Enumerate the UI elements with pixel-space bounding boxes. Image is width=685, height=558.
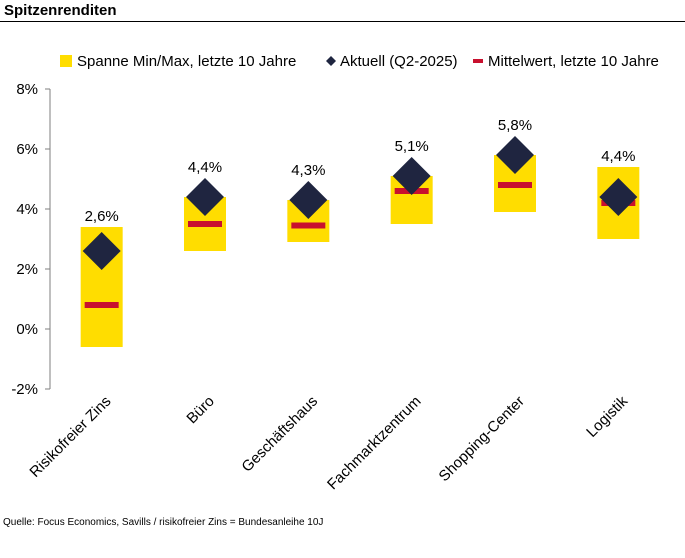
x-tick-label: Büro xyxy=(183,393,217,427)
y-tick-label: -2% xyxy=(11,381,38,398)
legend-current-label: Aktuell (Q2-2025) xyxy=(340,53,458,70)
y-tick-label: 0% xyxy=(16,321,38,338)
y-tick-label: 4% xyxy=(16,201,38,218)
legend-current-marker xyxy=(326,56,336,66)
current-marker xyxy=(186,178,224,216)
x-tick-label: Geschäftshaus xyxy=(238,393,321,476)
y-tick-label: 2% xyxy=(16,261,38,278)
mean-marker xyxy=(498,182,532,188)
y-tick-label: 6% xyxy=(16,141,38,158)
current-marker xyxy=(289,181,328,219)
current-marker xyxy=(82,232,121,270)
chart: Spanne Min/Max, letzte 10 Jahre Aktuell (… xyxy=(11,53,659,493)
title-rule xyxy=(0,21,685,22)
current-value-label: 4,3% xyxy=(291,162,325,179)
current-marker xyxy=(599,178,638,216)
x-tick-label: Fachmarktzentrum xyxy=(324,393,424,493)
current-value-label: 5,8% xyxy=(498,117,532,134)
mean-marker xyxy=(84,302,119,308)
x-tick-label: Logistik xyxy=(583,392,631,440)
legend-range-swatch xyxy=(60,55,72,67)
current-marker xyxy=(496,136,534,174)
current-value-label: 5,1% xyxy=(395,138,429,155)
x-tick-label: Shopping-Center xyxy=(436,393,528,485)
source-note: Quelle: Focus Economics, Savills / risik… xyxy=(3,517,324,528)
x-tick-label: Risikofreier Zins xyxy=(26,393,114,481)
current-marker xyxy=(392,157,431,195)
y-tick-label: 8% xyxy=(16,81,38,98)
mean-marker xyxy=(291,222,326,229)
legend-mean-label: Mittelwert, letzte 10 Jahre xyxy=(488,53,659,70)
chart-title: Spitzenrenditen xyxy=(4,2,117,19)
current-value-label: 4,4% xyxy=(188,159,222,176)
current-value-label: 2,6% xyxy=(85,208,119,225)
mean-marker xyxy=(188,221,222,227)
current-value-label: 4,4% xyxy=(601,148,635,165)
legend-mean-marker xyxy=(473,59,483,63)
legend-range-label: Spanne Min/Max, letzte 10 Jahre xyxy=(77,53,296,70)
